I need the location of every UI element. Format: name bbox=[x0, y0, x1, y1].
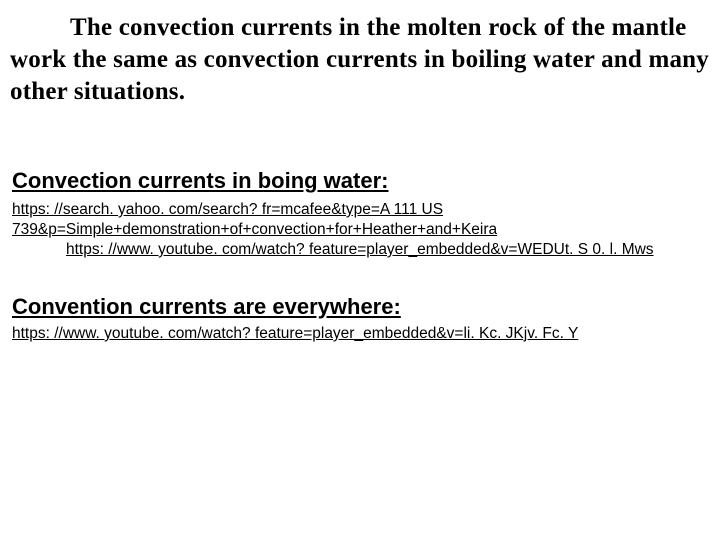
intro-text: The convection currents in the molten ro… bbox=[10, 14, 709, 105]
section1-heading: Convection currents in boing water: bbox=[12, 168, 388, 194]
section1-link-a[interactable]: https: //search. yahoo. com/search? fr=m… bbox=[12, 200, 706, 240]
section1-link-b[interactable]: https: //www. youtube. com/watch? featur… bbox=[66, 241, 706, 259]
intro-paragraph: The convection currents in the molten ro… bbox=[10, 12, 712, 108]
section2-link-a[interactable]: https: //www. youtube. com/watch? featur… bbox=[12, 325, 706, 343]
section2-heading: Convention currents are everywhere: bbox=[12, 294, 401, 320]
slide: The convection currents in the molten ro… bbox=[0, 0, 720, 540]
